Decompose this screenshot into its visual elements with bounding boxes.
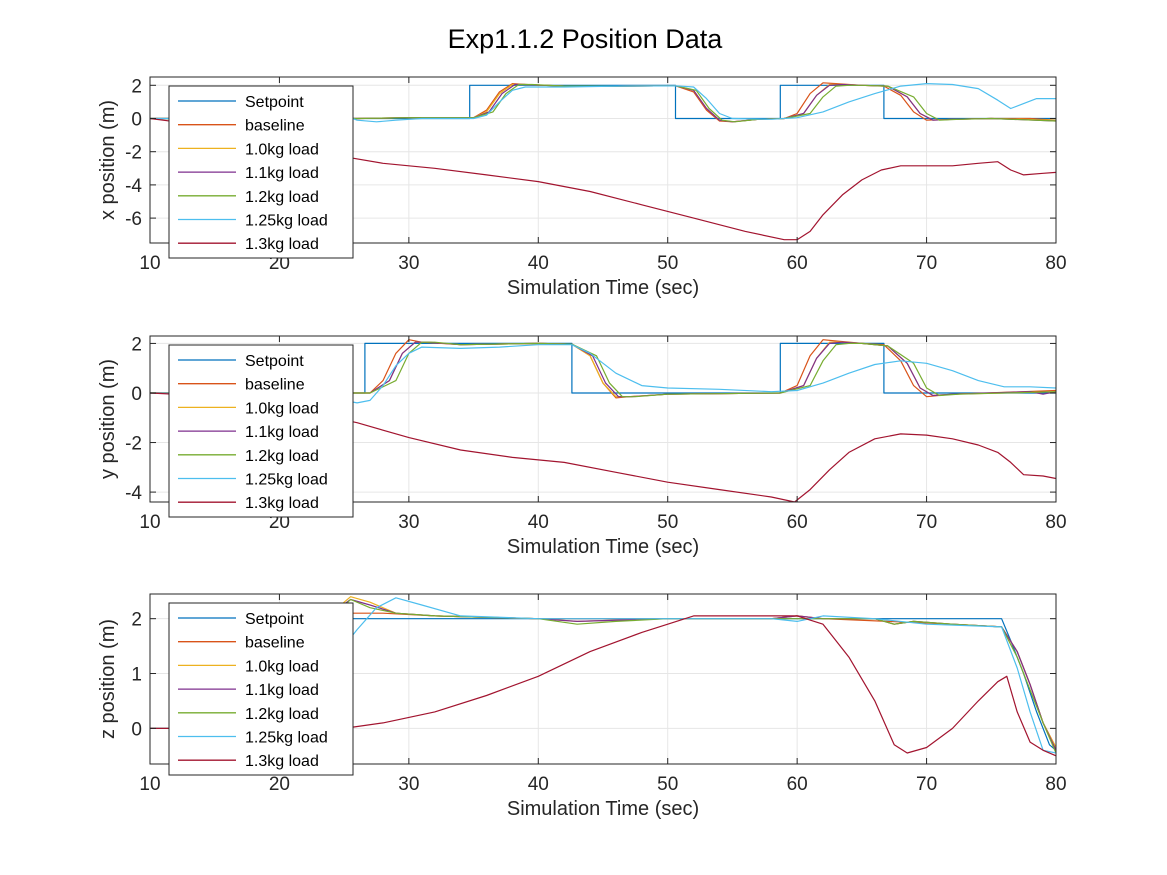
y-ytick-label-2: 2 — [131, 334, 142, 355]
y-legend-label-1-3kg-load: 1.3kg load — [245, 495, 319, 512]
z-ytick-label-1: 1 — [131, 665, 142, 686]
x-xlabel: Simulation Time (sec) — [507, 277, 699, 299]
z-xtick-label-40: 40 — [528, 774, 549, 795]
x-series-setpoint — [150, 84, 1056, 120]
x-legend-label-1-25kg-load: 1.25kg load — [245, 213, 328, 230]
z-series-1-3kg-load — [150, 615, 1056, 757]
x-legend-label-1-2kg-load: 1.2kg load — [245, 189, 319, 206]
x-xtick-label-10: 10 — [139, 253, 160, 274]
z-legend-label-baseline: baseline — [245, 635, 305, 652]
x-legend-label-1-0kg-load: 1.0kg load — [245, 141, 319, 158]
y-ytick-label-0: 0 — [131, 384, 142, 405]
y-xlabel: Simulation Time (sec) — [507, 536, 699, 558]
y-legend-label-setpoint: Setpoint — [245, 353, 304, 370]
x-xtick-label-40: 40 — [528, 253, 549, 274]
z-legend-label-1-0kg-load: 1.0kg load — [245, 658, 319, 675]
y-series-1-3kg-load — [150, 392, 1056, 502]
x-axes-box — [149, 76, 1057, 244]
z-xtick-label-10: 10 — [139, 774, 160, 795]
z-legend-label-setpoint: Setpoint — [245, 611, 304, 628]
z-legend-label-1-2kg-load: 1.2kg load — [245, 706, 319, 723]
y-legend: Setpoint baseline 1.0kg load 1.1kg load 1.2k… — [168, 344, 354, 518]
y-series-1-25kg-load — [150, 344, 1056, 404]
figure-title: Exp1.1.2 Position Data — [448, 24, 724, 54]
z-legend-label-1-1kg-load: 1.1kg load — [245, 682, 319, 699]
z-xlabel: Simulation Time (sec) — [507, 798, 699, 820]
z-xtick-label-30: 30 — [398, 774, 419, 795]
y-series-1-2kg-load — [150, 341, 1056, 398]
x-xtick-label-30: 30 — [398, 253, 419, 274]
y-xtick-label-10: 10 — [139, 512, 160, 533]
x-ylabel: x position (m) — [97, 100, 119, 220]
x-series-1-25kg-load — [150, 83, 1056, 123]
x-legend-label-setpoint: Setpoint — [245, 94, 304, 111]
y-xtick-label-30: 30 — [398, 512, 419, 533]
x-ytick-label-0: 0 — [131, 110, 142, 131]
y-ylabel: y position (m) — [97, 359, 119, 479]
z-ytick-label-0: 0 — [131, 719, 142, 740]
y-legend-label-baseline: baseline — [245, 377, 305, 394]
y-xtick-label-40: 40 — [528, 512, 549, 533]
y-axes-box — [149, 335, 1057, 503]
y-xtick-label-60: 60 — [787, 512, 808, 533]
y-series-group — [150, 339, 1056, 502]
z-ytick-label-2: 2 — [131, 610, 142, 631]
z-legend: Setpoint baseline 1.0kg load 1.1kg load 1.2k… — [168, 602, 354, 776]
z-ylabel: z position (m) — [97, 619, 119, 739]
y-series-setpoint — [150, 342, 1056, 394]
x-xtick-label-80: 80 — [1045, 253, 1066, 274]
z-xtick-label-50: 50 — [657, 774, 678, 795]
y-legend-label-1-25kg-load: 1.25kg load — [245, 472, 328, 489]
x-legend-label-1-3kg-load: 1.3kg load — [245, 236, 319, 253]
z-axes-box — [149, 593, 1057, 765]
z-xtick-label-70: 70 — [916, 774, 937, 795]
z-legend-label-1-3kg-load: 1.3kg load — [245, 753, 319, 770]
y-legend-label-1-2kg-load: 1.2kg load — [245, 448, 319, 465]
x-ytick-label-2: 2 — [131, 76, 142, 97]
x-series-group — [150, 82, 1056, 241]
x-xtick-label-60: 60 — [787, 253, 808, 274]
y-xtick-label-50: 50 — [657, 512, 678, 533]
x-legend-label-1-1kg-load: 1.1kg load — [245, 165, 319, 182]
y-ytick-label--4: -4 — [125, 483, 142, 504]
z-series-1-1kg-load — [150, 598, 1056, 751]
y-ytick-label--2: -2 — [125, 434, 142, 455]
x-legend: Setpoint baseline 1.0kg load 1.1kg load 1.2k… — [168, 85, 354, 259]
z-legend-label-1-25kg-load: 1.25kg load — [245, 730, 328, 747]
x-ytick-label--6: -6 — [125, 209, 142, 230]
z-xtick-label-20: 20 — [269, 774, 290, 795]
y-legend-label-1-1kg-load: 1.1kg load — [245, 424, 319, 441]
z-series-1-25kg-load — [150, 597, 1056, 754]
z-subplot: 10 20 30 40 50 60 70 80 0 1 2 Simulation Time (sec)… — [97, 593, 1067, 820]
z-xtick-label-80: 80 — [1045, 774, 1066, 795]
x-ytick-label--2: -2 — [125, 143, 142, 164]
x-xtick-label-50: 50 — [657, 253, 678, 274]
y-legend-label-1-0kg-load: 1.0kg load — [245, 400, 319, 417]
y-xtick-label-70: 70 — [916, 512, 937, 533]
y-xtick-label-80: 80 — [1045, 512, 1066, 533]
x-legend-label-baseline: baseline — [245, 118, 305, 135]
x-ytick-label--4: -4 — [125, 176, 142, 197]
x-xtick-label-70: 70 — [916, 253, 937, 274]
z-xtick-label-60: 60 — [787, 774, 808, 795]
